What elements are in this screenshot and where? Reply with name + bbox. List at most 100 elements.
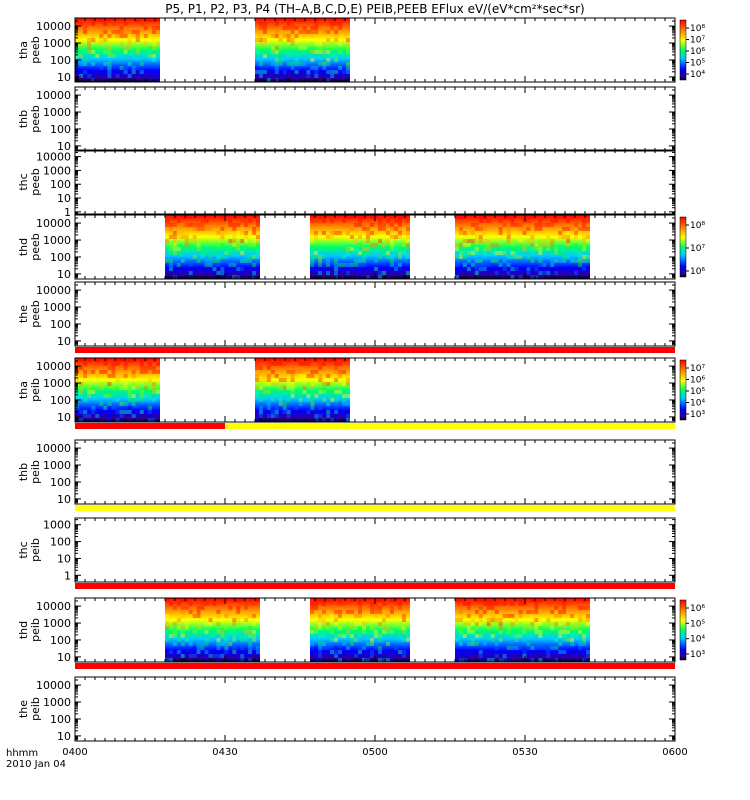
spectrogram-pixel — [310, 406, 315, 410]
spectrogram-pixel — [290, 382, 295, 386]
spectrogram-pixel — [370, 618, 374, 622]
spectrogram-pixel — [455, 215, 459, 219]
spectrogram-pixel — [127, 414, 132, 418]
spectrogram-pixel — [474, 235, 479, 239]
spectrogram-pixel — [184, 638, 189, 642]
spectrogram-pixel — [554, 610, 559, 614]
spectrogram-pixel — [474, 634, 479, 638]
spectrogram-pixel — [131, 34, 136, 38]
colorbar-tick-label: 10⁵ — [690, 387, 705, 397]
spectrogram-pixel — [184, 271, 189, 275]
spectrogram-pixel — [87, 46, 92, 50]
spectrogram-pixel — [578, 263, 583, 267]
spectrogram-pixel — [402, 215, 406, 219]
spectrogram-pixel — [542, 650, 547, 654]
spectrogram-pixel — [274, 406, 279, 410]
spectrogram-pixel — [334, 618, 338, 622]
spectrogram-pixel — [172, 251, 177, 255]
spectrogram-pixel — [91, 22, 96, 26]
spectrogram-pixel — [366, 235, 370, 239]
colorbar-tick-label: 10⁷ — [690, 244, 705, 254]
spectrogram-pixel — [244, 239, 249, 243]
spectrogram-pixel — [220, 255, 225, 259]
spectrogram-pixel — [534, 602, 539, 606]
spectrogram-pixel — [131, 402, 136, 406]
spectrogram-pixel — [346, 54, 350, 58]
spectrogram-pixel — [91, 370, 96, 374]
spectrogram-pixel — [578, 622, 583, 626]
spectrogram-pixel — [554, 646, 559, 650]
spectrogram-pixel — [252, 275, 257, 279]
spectrogram-pixel — [406, 243, 410, 247]
spectrogram-pixel — [482, 231, 487, 235]
spectrogram-pixel — [402, 614, 406, 618]
spectrogram-pixel — [534, 598, 539, 602]
spectrogram-pixel — [318, 259, 322, 263]
spectrogram-pixel — [322, 618, 326, 622]
spectrogram-pixel — [330, 390, 335, 394]
spectrogram-pixel — [566, 255, 571, 259]
spectrogram-pixel — [318, 390, 323, 394]
spectrogram-pixel — [478, 239, 483, 243]
spectrogram-pixel — [374, 231, 378, 235]
spectrogram-pixel — [204, 239, 209, 243]
y-tick-label: 10000 — [36, 217, 71, 230]
panel-label-probe: thb — [17, 463, 30, 481]
spectrogram-pixel — [378, 638, 382, 642]
spectrogram-pixel — [498, 251, 503, 255]
spectrogram-pixel — [228, 606, 233, 610]
spectrogram-pixel — [127, 358, 132, 362]
spectrogram-pixel — [123, 70, 128, 74]
spectrogram-pixel — [518, 634, 523, 638]
y-tick-label: 1000 — [43, 377, 71, 390]
spectrogram-pixel — [236, 606, 241, 610]
spectrogram-pixel — [79, 386, 84, 390]
spectrogram-pixel — [342, 358, 347, 362]
spectrogram-pixel — [123, 374, 128, 378]
spectrogram-pixel — [165, 235, 169, 239]
spectrogram-pixel — [358, 610, 362, 614]
spectrogram-pixel — [478, 622, 483, 626]
spectrogram-pixel — [232, 618, 237, 622]
spectrogram-pixel — [252, 243, 257, 247]
spectrogram-pixel — [131, 30, 136, 34]
spectrogram-pixel — [216, 259, 221, 263]
spectrogram-pixel — [586, 614, 590, 618]
spectrogram-pixel — [530, 598, 535, 602]
spectrogram-pixel — [75, 370, 80, 374]
spectrogram-pixel — [180, 642, 185, 646]
spectrogram-pixel — [314, 358, 319, 362]
spectrogram-pixel — [99, 18, 104, 22]
spectrogram-pixel — [103, 366, 108, 370]
spectrogram-pixel — [147, 406, 152, 410]
spectrogram-pixel — [534, 610, 539, 614]
spectrogram-pixel — [184, 235, 189, 239]
spectrogram-pixel — [586, 227, 590, 231]
spectrogram-pixel — [350, 215, 354, 219]
spectrogram-pixel — [398, 251, 402, 255]
colorbar-tick-label: 10⁵ — [690, 59, 705, 69]
spectrogram-pixel — [286, 414, 291, 418]
spectrogram-pixel — [398, 223, 402, 227]
spectrogram-pixel — [224, 614, 229, 618]
spectrogram-pixel — [322, 235, 326, 239]
spectrogram-pixel — [486, 622, 491, 626]
spectrogram-pixel — [232, 634, 237, 638]
spectrogram-pixel — [402, 650, 406, 654]
spectrogram-pixel — [79, 358, 84, 362]
spectrogram-pixel — [244, 606, 249, 610]
spectrogram-pixel — [107, 46, 112, 50]
x-tick-label: 0530 — [512, 747, 537, 758]
spectrogram-pixel — [111, 386, 116, 390]
spectrogram-pixel — [546, 243, 551, 247]
spectrogram-pixel — [522, 247, 527, 251]
spectrogram-pixel — [310, 358, 315, 362]
spectrogram-pixel — [123, 50, 128, 54]
spectrogram-pixel — [79, 418, 84, 422]
spectrogram-pixel — [143, 370, 148, 374]
spectrogram-fill — [75, 358, 160, 422]
spectrogram-pixel — [362, 247, 366, 251]
spectrogram-pixel — [147, 38, 152, 42]
spectrogram-pixel — [143, 410, 148, 414]
spectrogram-pixel — [314, 602, 318, 606]
